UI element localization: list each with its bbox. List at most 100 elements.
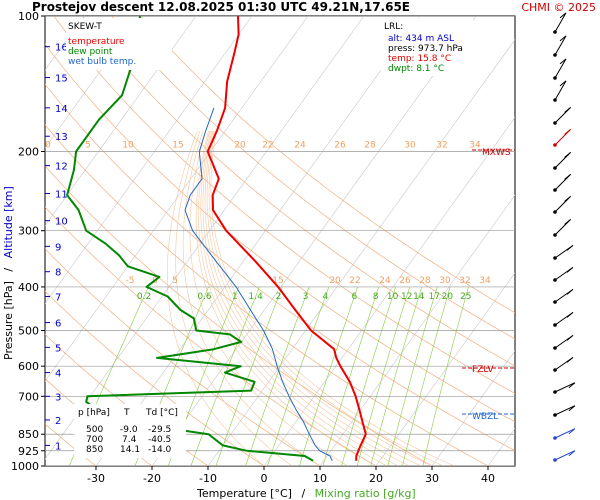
x-axis-label: Temperature [°C] / Mixing ratio [g/kg]	[196, 487, 416, 500]
wind-barb-feather	[568, 450, 576, 457]
legend-title: SKEW-T	[68, 22, 102, 32]
dry-adiabat	[140, 16, 515, 314]
table-header-p: p [hPa]	[78, 408, 110, 418]
lrl-pressure: press: 973.7 hPa	[388, 44, 463, 54]
wind-barb-dot	[553, 121, 557, 125]
temperature-tick-label: 10	[313, 472, 327, 485]
legend: SKEW-T temperature dew point wet bulb te…	[66, 18, 172, 70]
wind-barb-dot	[553, 436, 557, 440]
wind-barb-dot	[553, 323, 557, 327]
lrl-title: LRL:	[384, 22, 403, 32]
moist-adiabat-label: 32	[436, 140, 447, 150]
x-axis-label-temp: Temperature [°C]	[196, 487, 292, 500]
wind-barb-dot	[553, 188, 557, 192]
altitude-tick-label: 11	[55, 190, 68, 201]
mixing-ratio-label: 10	[387, 292, 399, 302]
mixing-ratio-label: 6	[352, 292, 358, 302]
altitude-tick-label: 16	[55, 43, 68, 54]
mixing-ratio-label: 3	[303, 292, 309, 302]
temperature-tick-label: -30	[87, 472, 105, 485]
wind-barb-feather	[568, 405, 576, 412]
altitude-tick-label: 9	[55, 242, 61, 253]
pressure-tick-label: 200	[18, 145, 39, 158]
moist-adiabat	[202, 130, 410, 466]
altitude-tick-label: 15	[55, 74, 68, 85]
wind-barb-dot	[553, 390, 557, 394]
moist-adiabat-label: 22	[349, 276, 360, 286]
altitude-tick-label: 10	[55, 217, 68, 228]
moist-adiabat-label: 30	[404, 140, 416, 150]
pressure-tick-label: 400	[18, 281, 39, 294]
pressure-tick-label: 300	[18, 225, 39, 238]
altitude-tick-label: 12	[55, 162, 68, 173]
legend-dewpoint: dew point	[68, 47, 113, 57]
fzlv-label: FZLV	[472, 365, 494, 375]
wind-barb-dot	[553, 413, 557, 417]
temperature-tick-label: 20	[369, 472, 383, 485]
altitude-tick-label: 5	[55, 343, 61, 354]
wind-barb-feather	[564, 174, 571, 180]
temperature-ticks: -30 -20 -10 0 10 20 30 40	[87, 466, 495, 485]
isotherm-line	[544, 16, 600, 466]
moist-adiabat-label: 28	[364, 140, 376, 150]
table-row-700-t: 7.4	[122, 435, 137, 445]
mixing-ratio-label: 20	[442, 292, 454, 302]
wind-barb-shaft	[554, 382, 576, 393]
pressure-ticks: 100 200 300 400 500 600 700 850 925 1000	[11, 10, 45, 473]
wind-barb-feather	[568, 428, 576, 435]
wind-barb-dot	[553, 300, 557, 304]
moist-adiabat-label: 20	[234, 140, 246, 150]
isotherm-line	[45, 16, 197, 227]
isotherm-line	[151, 16, 477, 466]
isotherm-line	[45, 16, 141, 149]
wind-barb-feather	[566, 357, 574, 363]
moist-adiabat-label: 5	[172, 276, 178, 286]
table-header-t: T	[123, 408, 130, 418]
wind-barb-feather	[559, 58, 567, 65]
moist-adiabat-label: -5	[126, 276, 135, 286]
isotherm-line	[95, 16, 421, 466]
altitude-tick-label: 2	[55, 416, 61, 427]
table-row-850-t: 14.1	[120, 445, 140, 455]
wind-barb-dot	[553, 166, 557, 170]
wind-barb-dot	[553, 233, 557, 237]
wind-barb-feather	[566, 267, 574, 273]
lrl-temperature: temp: 15.8 °C	[388, 54, 451, 64]
wind-barb-dot	[553, 53, 557, 57]
dry-adiabat	[45, 43, 515, 423]
wind-barb-dot	[553, 98, 557, 102]
wind-barb-shaft	[554, 12, 567, 33]
moist-adiabat-label: 26	[334, 140, 346, 150]
table-row-500-td: -29.5	[148, 425, 171, 435]
wind-barb-dot	[553, 256, 557, 260]
moist-adiabat	[204, 130, 421, 466]
moist-adiabat-label: 34	[469, 140, 481, 150]
x-axis-label-mix: Mixing ratio [g/kg]	[315, 487, 416, 500]
wind-barb-dot	[553, 458, 557, 462]
wind-barb-dot	[553, 368, 557, 372]
table-row-700-td: -40.5	[148, 435, 171, 445]
mixing-ratio-label: 14	[413, 292, 425, 302]
temperature-tick-label: -20	[143, 472, 161, 485]
mixing-ratio-label: 1	[232, 292, 238, 302]
altitude-tick-label: 8	[55, 268, 61, 279]
wind-barb-dot	[553, 210, 557, 214]
wind-barb-feather	[564, 129, 571, 135]
moist-adiabat-label: 10	[122, 140, 134, 150]
wind-barbs	[553, 12, 576, 462]
temperature-tick-label: 30	[425, 472, 439, 485]
table-header-td: Td [°C]	[145, 408, 178, 418]
altitude-tick-label: 4	[55, 369, 61, 380]
wind-barb-feather	[566, 245, 574, 251]
pressure-tick-label: 925	[18, 445, 39, 458]
moist-adiabat-label: 15	[272, 276, 283, 286]
series-wet-bulb-temp	[184, 107, 333, 462]
mixing-ratio-label: 4	[323, 292, 329, 302]
wind-barb-feather	[564, 107, 571, 113]
moist-adiabat	[200, 130, 399, 466]
legend-wetbulb: wet bulb temp.	[68, 57, 136, 67]
wind-barb-shaft	[554, 405, 576, 416]
moist-adiabat-label: 34	[479, 276, 491, 286]
wind-barb-dot	[553, 143, 557, 147]
